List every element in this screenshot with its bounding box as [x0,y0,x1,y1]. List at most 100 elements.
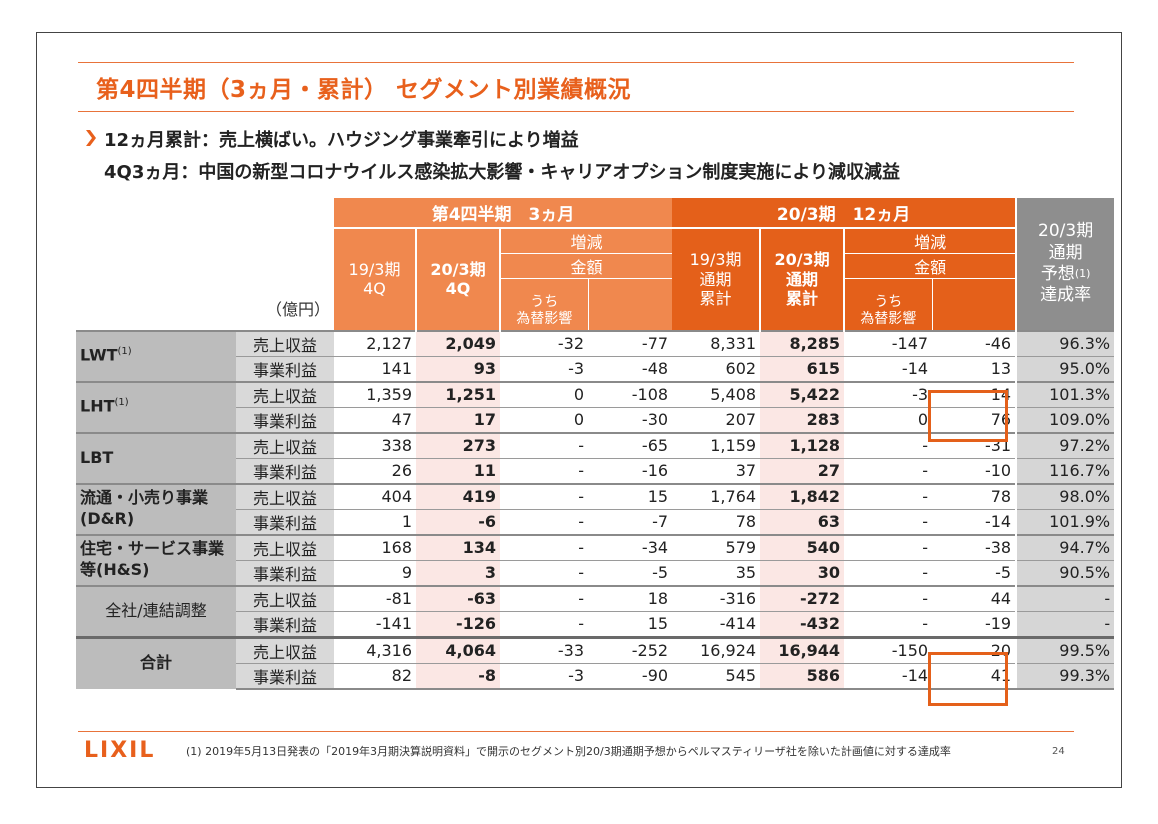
q-prev-line1: 19/3期 [348,260,401,280]
segment-name: LWT(1) [76,329,236,382]
cell-y-curr: 540 [760,533,845,560]
cell-y-prev: 16,924 [672,635,761,663]
q-prev-header: 19/3期 4Q [334,228,417,331]
cell-q-curr: -8 [416,662,501,690]
cell-achievement: 94.7% [1015,533,1115,560]
cell-q-fx: -33 [500,635,589,663]
cell-q-fx: - [500,508,589,535]
cell-q-fx: 0 [500,380,589,407]
title-rule-bottom [78,111,1074,112]
cell-achievement: - [1015,610,1115,637]
cell-q-prev: 9 [334,559,417,586]
segment-name: 住宅・サービス事業 等(H&S) [76,533,236,586]
footnote: (1) 2019年5月13日発表の「2019年3月期決算説明資料」で開示のセグメ… [186,745,951,758]
cell-y-prev: 545 [672,662,761,690]
y-amount-header: 金額 [843,253,1017,279]
table-row: LBT 売上収益 338 273- -65 1,159 1,128- -31 97.2% [76,431,1115,484]
segment-results-table: （億円） 第4四半期 3ヵ月 20/3期 12ヵ月 20/3期 通期 予想(1)… [76,198,1115,690]
segment-name-text: 全社/連結調整 [105,600,207,620]
cell-q-amount: -252 [588,635,673,663]
segment-name-line2: (D&R) [80,509,135,528]
cell-y-curr: 615 [760,355,845,382]
cell-y-amount: 78 [932,482,1017,509]
q-curr-line1: 20/3期 [430,260,486,280]
y-fx-header: うち 為替影響 [843,278,933,331]
metric-label: 事業利益 [236,662,335,690]
cell-q-amount: -48 [588,355,673,382]
cell-q-fx: - [500,610,589,637]
metric-label: 売上収益 [236,482,335,509]
table-row: 全社/連結調整 売上収益 -81 -63-18 -316 -272-44- [76,584,1115,637]
cell-y-amount: 76 [932,406,1017,433]
cell-y-curr: 8,285 [760,329,845,356]
segment-name-line1: 住宅・サービス事業 [80,539,225,559]
cell-q-prev: 82 [334,662,417,690]
y-curr-line2: 通期 [786,269,819,289]
cell-y-amount: -31 [932,431,1017,458]
cell-y-prev: 8,331 [672,329,761,356]
cell-achievement: 96.3% [1015,329,1115,356]
cell-y-prev: 1,159 [672,431,761,458]
cell-q-fx: -3 [500,662,589,690]
cell-achievement: 98.0% [1015,482,1115,509]
segment-name-text: LHT [80,396,115,416]
cell-y-prev: 207 [672,406,761,433]
cell-achievement: 101.9% [1015,508,1115,535]
cell-q-prev: 2,127 [334,329,417,356]
segment-name-line2: 等(H&S) [80,560,150,579]
cell-q-curr: -126 [416,610,501,637]
forecast-header-line1: 20/3期 [1038,221,1094,242]
cell-q-fx: - [500,457,589,484]
page-number: 24 [1052,746,1065,757]
metric-label: 売上収益 [236,635,335,663]
cell-y-prev: 37 [672,457,761,484]
cell-y-fx: - [844,457,933,484]
cell-y-fx: - [844,533,933,560]
table-row: 流通・小売り事業 (D&R) 売上収益 404 419-15 1,764 1,842-78 9… [76,482,1115,535]
segment-rows: LWT(1) 売上収益 2,127 2,049 -32 -77 8,331 8,285 -147… [76,329,1115,690]
cell-achievement: 90.5% [1015,559,1115,586]
q-curr-line2: 4Q [445,279,471,299]
segment-name-line1: 流通・小売り事業 [80,488,209,508]
y-curr-line1: 20/3期 [774,250,830,270]
cell-y-curr: 1,128 [760,431,845,458]
cell-q-amount: -65 [588,431,673,458]
y-change-header: 増減 [843,228,1017,254]
cell-y-fx: - [844,559,933,586]
segment-name: LHT(1) [76,380,236,433]
table-row: 事業利益 -141 -126-15 -414 -432- -19- [76,610,1115,637]
cell-q-fx: -3 [500,355,589,382]
forecast-header-line3-text: 予想 [1040,263,1075,284]
y-prev-line2: 通期 [699,269,732,289]
cell-y-fx: - [844,610,933,637]
y-curr-line3: 累計 [786,288,819,308]
cell-q-curr: -6 [416,508,501,535]
cell-achievement: 99.5% [1015,635,1115,663]
segment-name-text: LBT [80,447,114,467]
table-row: LWT(1) 売上収益 2,127 2,049 -32 -77 8,331 8,285 -147… [76,329,1115,382]
q-fx-blank [588,278,673,331]
cell-q-fx: - [500,559,589,586]
cell-q-fx: 0 [500,406,589,433]
cell-q-amount: 15 [588,610,673,637]
cell-q-fx: -32 [500,329,589,356]
cell-q-fx: - [500,431,589,458]
cell-y-curr: 30 [760,559,845,586]
cell-q-prev: 26 [334,457,417,484]
forecast-achievement-header: 20/3期 通期 予想(1) 達成率 [1015,198,1115,331]
cell-y-curr: 27 [760,457,845,484]
cell-q-amount: 18 [588,584,673,611]
title-rule-top [78,62,1074,63]
cell-y-amount: -38 [932,533,1017,560]
cell-y-amount: 44 [932,584,1017,611]
segment-name: 全社/連結調整 [76,584,236,637]
page-title: 第4四半期（3ヵ月・累計） セグメント別業績概況 [96,77,632,103]
lixil-logo: LIXIL [84,738,156,763]
table-row: 住宅・サービス事業 等(H&S) 売上収益 168 134- -34 579 540- -38 9… [76,533,1115,586]
metric-label: 売上収益 [236,329,335,356]
cell-y-prev: -414 [672,610,761,637]
cell-y-fx: - [844,431,933,458]
cell-q-curr: 273 [416,431,501,458]
y-curr-header: 20/3期 通期 累計 [759,228,845,331]
cell-q-prev: 1,359 [334,380,417,407]
